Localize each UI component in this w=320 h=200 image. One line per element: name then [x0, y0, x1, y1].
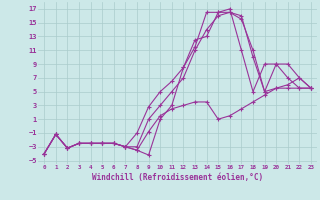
X-axis label: Windchill (Refroidissement éolien,°C): Windchill (Refroidissement éolien,°C): [92, 173, 263, 182]
